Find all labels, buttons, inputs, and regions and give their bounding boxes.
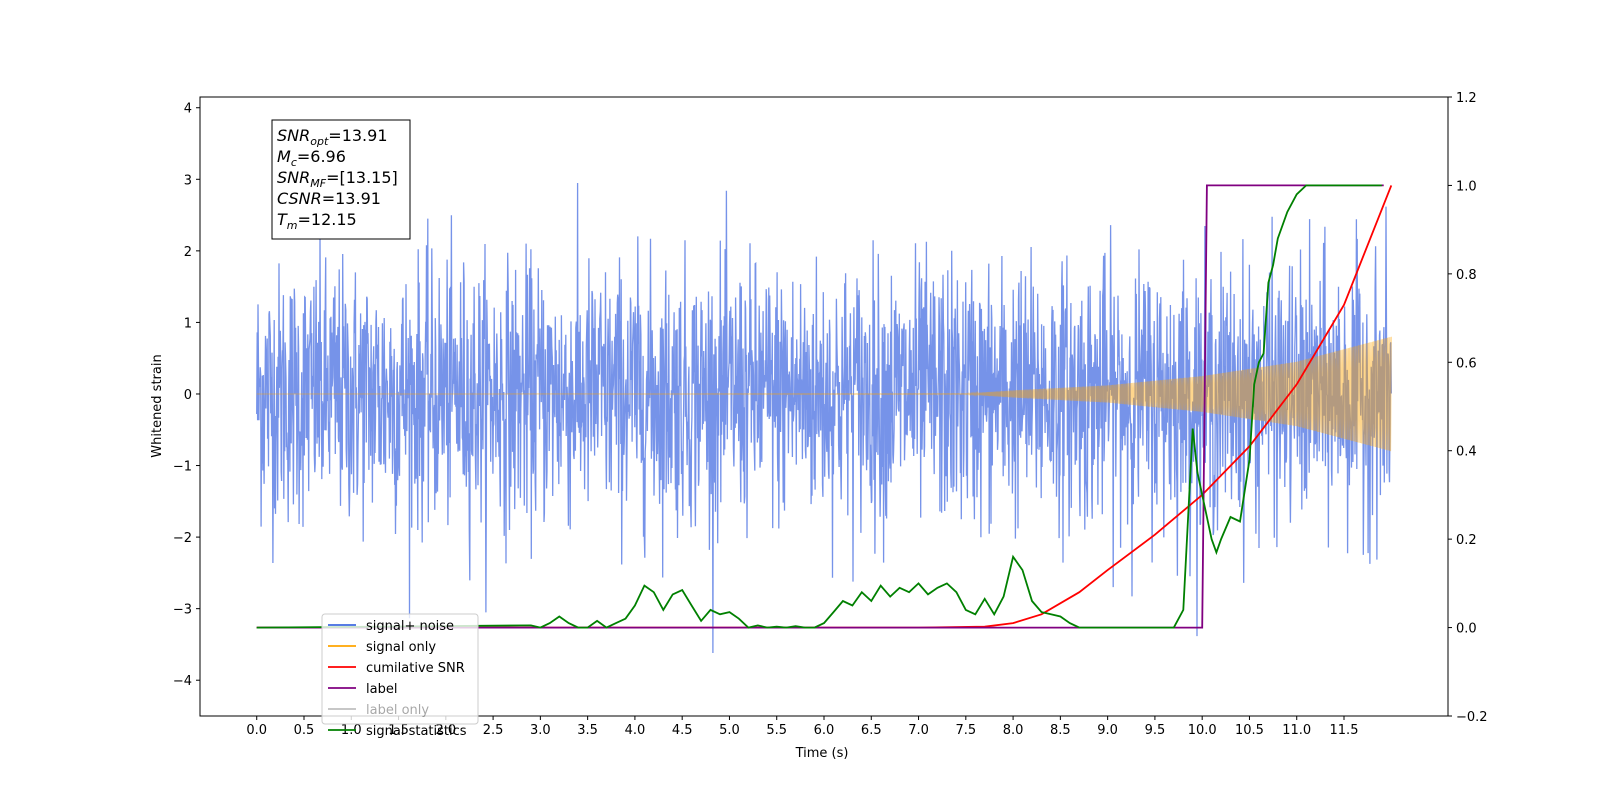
x-tick-label: 0.5 (294, 723, 315, 738)
signal-noise-line (256, 182, 1392, 654)
legend-label: signal statistics (366, 724, 467, 739)
annotation-line: Mc=6.96 (277, 147, 346, 169)
y-right-tick-label: 1.0 (1456, 179, 1477, 194)
series-signal-noise (256, 182, 1392, 654)
x-tick-label: 9.5 (1145, 723, 1166, 738)
legend-label: label (366, 682, 397, 697)
annotation-line: Tm=12.15 (277, 210, 357, 232)
y-left-tick-label: 0 (184, 388, 192, 403)
x-tick-label: 7.5 (955, 723, 976, 738)
legend-label: label only (366, 703, 429, 718)
x-tick-label: 6.0 (814, 723, 835, 738)
y-right-tick-label: 1.2 (1456, 91, 1477, 106)
x-tick-label: 1.5 (388, 723, 409, 738)
x-tick-label: 2.0 (435, 723, 456, 738)
y-right-tick-label: 0.2 (1456, 533, 1477, 548)
y-left-tick-label: 3 (184, 173, 192, 188)
x-tick-label: 6.5 (861, 723, 882, 738)
y-right-tick-label: −0.2 (1456, 710, 1488, 725)
y-axis-left-label: Whitened strain (150, 354, 165, 457)
legend: signal+ noise signal only cumilative SNR la… (321, 613, 479, 739)
x-tick-label: 5.0 (719, 723, 740, 738)
x-tick-label: 10.5 (1235, 723, 1264, 738)
x-tick-label: 10.0 (1188, 723, 1217, 738)
legend-frame (321, 613, 479, 725)
x-tick-label: 7.0 (908, 723, 929, 738)
legend-label: cumilative SNR (366, 661, 465, 676)
y-right-tick-label: 0.4 (1456, 445, 1477, 460)
annotation-line: SNRMF=[13.15] (277, 168, 398, 190)
y-axis-left-ticks: 4 3 2 1 0 −1 −2 −3 −4 (173, 102, 200, 689)
x-tick-label: 8.0 (1003, 723, 1024, 738)
x-tick-label: 11.0 (1282, 723, 1311, 738)
legend-label: signal only (366, 640, 436, 655)
y-left-tick-label: −4 (173, 674, 192, 689)
x-axis-ticks: 0.0 0.5 1.0 1.5 2.0 2.5 3.0 3.5 4.0 4.5 5.0 5.5 6.0 6… (246, 716, 1358, 738)
annotation-frame (271, 119, 411, 240)
y-right-tick-label: 0.8 (1456, 268, 1477, 283)
x-axis-label: Time (s) (795, 746, 849, 761)
y-left-tick-label: 4 (184, 102, 192, 117)
annotation-line: CSNR=13.91 (277, 189, 381, 208)
x-tick-label: 4.0 (625, 723, 646, 738)
series-signal-only (256, 336, 1392, 452)
y-right-tick-label: 0.0 (1456, 622, 1477, 637)
y-left-tick-label: −1 (173, 460, 192, 475)
right-axis-series (256, 184, 1393, 629)
signal-only-line (256, 336, 1392, 452)
annotation-box: SNRopt=13.91Mc=6.96SNRMF=[13.15]CSNR=13.… (271, 119, 411, 240)
annotation-line: SNRopt=13.91 (277, 126, 388, 148)
x-tick-label: 5.5 (766, 723, 787, 738)
y-left-tick-label: 1 (184, 316, 192, 331)
series-label (256, 184, 1384, 629)
x-tick-label: 4.5 (672, 723, 693, 738)
series-signal-statistics (256, 184, 1382, 629)
y-left-tick-label: −3 (173, 603, 192, 618)
y-right-tick-label: 0.6 (1456, 356, 1477, 371)
x-tick-label: 3.0 (530, 723, 551, 738)
y-axis-right-ticks: 1.2 1.0 0.8 0.6 0.4 0.2 0.0 −0.2 (1448, 91, 1488, 725)
x-tick-label: 3.5 (577, 723, 598, 738)
x-tick-label: 2.5 (483, 723, 504, 738)
x-tick-label: 9.0 (1097, 723, 1118, 738)
legend-label: signal+ noise (366, 619, 454, 634)
y-left-tick-label: 2 (184, 245, 192, 260)
plot-area (256, 182, 1393, 654)
x-tick-label: 0.0 (246, 723, 267, 738)
y-left-tick-label: −2 (173, 531, 192, 546)
x-tick-label: 8.5 (1050, 723, 1071, 738)
x-tick-label: 11.5 (1330, 723, 1359, 738)
